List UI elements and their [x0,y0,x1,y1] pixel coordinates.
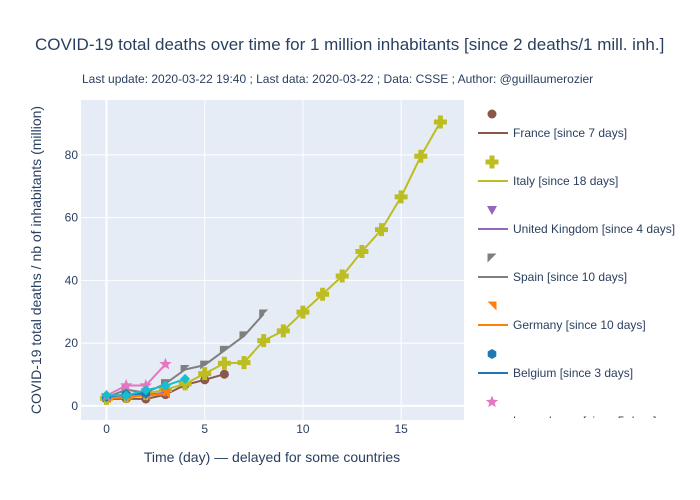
legend-label: France [since 7 days] [513,126,627,140]
legend: France [since 7 days] Italy [since 18 day… [478,109,675,429]
x-axis-label: Time (day) — delayed for some countries [144,449,400,465]
legend-marker [485,155,499,169]
data-point [259,309,269,319]
legend-marker [487,109,497,119]
legend-item[interactable]: Germany [since 10 days] [478,301,646,333]
legend-item[interactable]: United Kingdom [since 4 days] [478,206,675,236]
data-point [180,365,190,374]
data-point [140,385,151,396]
y-tick-label: 40 [65,273,79,287]
plot-area [81,100,464,420]
data-point [139,379,152,391]
data-point [276,324,290,338]
legend-marker [487,253,497,263]
legend-item[interactable]: Italy [since 18 days] [478,155,618,189]
legend-item[interactable]: Belgium [since 3 days] [478,349,633,380]
legend-item[interactable]: Spain [since 10 days] [478,253,627,285]
data-point [237,356,251,370]
data-point [217,356,231,370]
x-tick-label: 5 [201,422,208,436]
y-axis-label: COVID-19 total deaths / nb of inhabitant… [28,106,44,414]
legend-item[interactable]: Luxembourg [since 5 days] [478,395,656,429]
legend-marker [487,206,497,215]
legend-label: Germany [since 10 days] [513,318,646,332]
series-7 [101,373,191,401]
data-point [161,389,170,399]
data-point [316,287,330,301]
x-tick-label: 10 [296,422,310,436]
data-point [335,269,349,283]
y-tick-label: 80 [65,148,79,162]
legend-marker [485,395,499,408]
series-line [106,393,166,400]
legend-label: Luxembourg [since 5 days] [513,414,656,428]
data-point [414,149,428,163]
x-axis-ticks: 0 5 10 15 [103,422,408,436]
legend-label: Belgium [since 3 days] [513,366,633,380]
y-tick-label: 60 [65,211,79,225]
x-tick-label: 0 [103,422,110,436]
series-line [106,363,167,397]
legend-marker [487,349,497,359]
series-group [100,115,447,405]
legend-marker [487,301,497,311]
y-axis-ticks: 0 20 40 60 80 [65,148,79,413]
data-point [375,223,388,237]
y-tick-label: 20 [65,336,79,350]
data-point [257,334,271,348]
x-tick-label: 15 [394,422,408,436]
data-point [121,390,132,401]
chart-subtitle: Last update: 2020-03-22 19:40 ; Last dat… [82,72,593,86]
data-point [355,245,369,258]
chart-title: COVID-19 total deaths over time for 1 mi… [35,35,664,54]
data-point [160,380,171,391]
data-point [219,369,229,379]
grid-lines [81,100,464,420]
data-point [180,373,191,384]
data-point [159,357,172,370]
data-point [120,379,133,391]
data-point [200,360,210,370]
data-point [101,390,112,401]
data-point [219,345,229,355]
data-point [296,305,310,319]
legend-item[interactable]: France [since 7 days] [478,109,627,141]
data-point [198,367,212,381]
legend-label: United Kingdom [since 4 days] [513,222,675,236]
legend-label: Italy [since 18 days] [513,174,618,188]
data-point [394,190,408,204]
y-tick-label: 0 [71,399,78,413]
data-point [239,331,249,341]
data-point [433,115,447,129]
legend-label: Spain [since 10 days] [513,270,627,284]
